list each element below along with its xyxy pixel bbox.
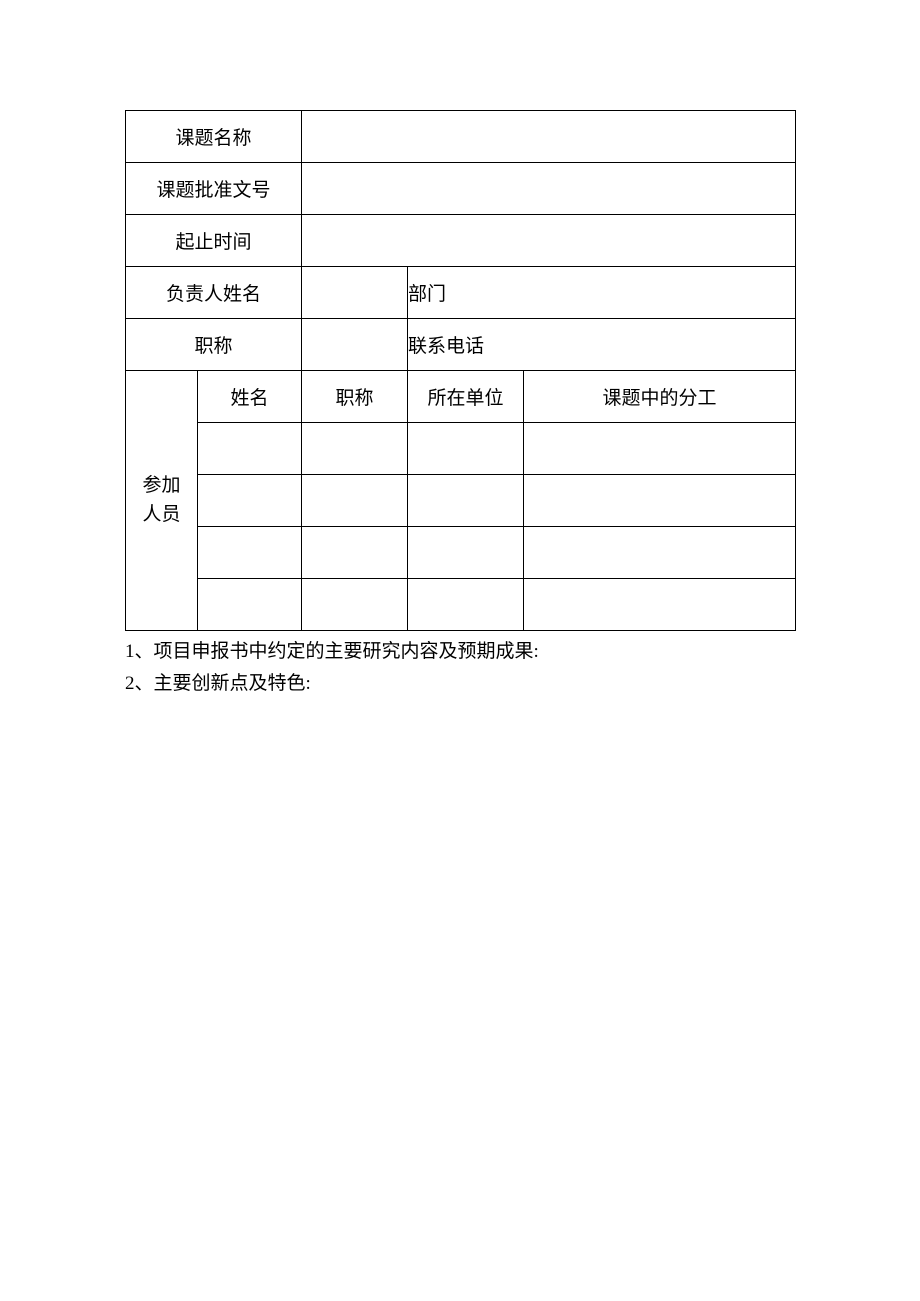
table-row	[126, 475, 796, 527]
table-row: 课题名称	[126, 111, 796, 163]
cell-name	[198, 475, 302, 527]
label-approval-number: 课题批准文号	[126, 163, 302, 215]
col-header-name: 姓名	[198, 371, 302, 423]
cell-title	[302, 423, 408, 475]
note-line-1: 1、项目申报书中约定的主要研究内容及预期成果:	[125, 637, 795, 667]
table-row: 起止时间	[126, 215, 796, 267]
value-topic-name	[302, 111, 796, 163]
note-line-2: 2、主要创新点及特色:	[125, 669, 795, 699]
col-header-unit: 所在单位	[408, 371, 524, 423]
project-form-table: 课题名称 课题批准文号 起止时间 负责人姓名 部门 职称 联系电话 参加 人员 …	[125, 110, 796, 631]
cell-division	[524, 579, 796, 631]
cell-title	[302, 579, 408, 631]
value-approval-number	[302, 163, 796, 215]
label-department: 部门	[408, 267, 796, 319]
cell-title	[302, 475, 408, 527]
notes-section: 1、项目申报书中约定的主要研究内容及预期成果: 2、主要创新点及特色:	[125, 637, 795, 700]
table-row: 参加 人员 姓名 职称 所在单位 课题中的分工	[126, 371, 796, 423]
table-row	[126, 423, 796, 475]
label-phone: 联系电话	[408, 319, 796, 371]
label-leader-name: 负责人姓名	[126, 267, 302, 319]
value-period	[302, 215, 796, 267]
cell-name	[198, 579, 302, 631]
label-topic-name: 课题名称	[126, 111, 302, 163]
cell-name	[198, 527, 302, 579]
cell-unit	[408, 579, 524, 631]
table-row	[126, 527, 796, 579]
table-row: 课题批准文号	[126, 163, 796, 215]
cell-unit	[408, 527, 524, 579]
cell-unit	[408, 475, 524, 527]
label-period: 起止时间	[126, 215, 302, 267]
table-row: 职称 联系电话	[126, 319, 796, 371]
cell-name	[198, 423, 302, 475]
col-header-division: 课题中的分工	[524, 371, 796, 423]
cell-division	[524, 475, 796, 527]
value-leader-name	[302, 267, 408, 319]
cell-unit	[408, 423, 524, 475]
label-participants: 参加 人员	[126, 371, 198, 631]
col-header-title: 职称	[302, 371, 408, 423]
table-row	[126, 579, 796, 631]
table-row: 负责人姓名 部门	[126, 267, 796, 319]
value-title	[302, 319, 408, 371]
label-title: 职称	[126, 319, 302, 371]
cell-division	[524, 423, 796, 475]
cell-title	[302, 527, 408, 579]
cell-division	[524, 527, 796, 579]
